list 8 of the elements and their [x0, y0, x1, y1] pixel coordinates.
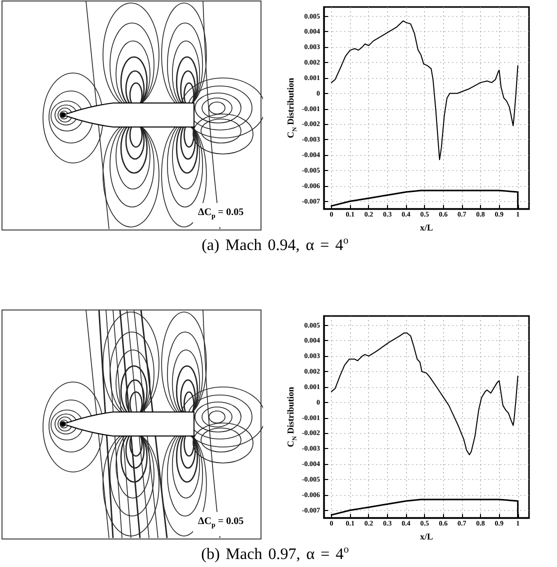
text: ΔC$_{p}$ = 0.05: [198, 516, 244, 529]
line-series: [330, 332, 518, 456]
text: (b) Mach 0.97, α = 4$^{o}$: [201, 544, 349, 563]
line-series: [330, 20, 518, 160]
x-axis-title: x/L: [420, 222, 434, 232]
x-axis-title: x/L: [420, 531, 434, 542]
text: (a) Mach 0.94, α = 4$^{o}$: [202, 236, 348, 254]
text: ΔC$_{p}$ = 0.05: [198, 207, 244, 220]
